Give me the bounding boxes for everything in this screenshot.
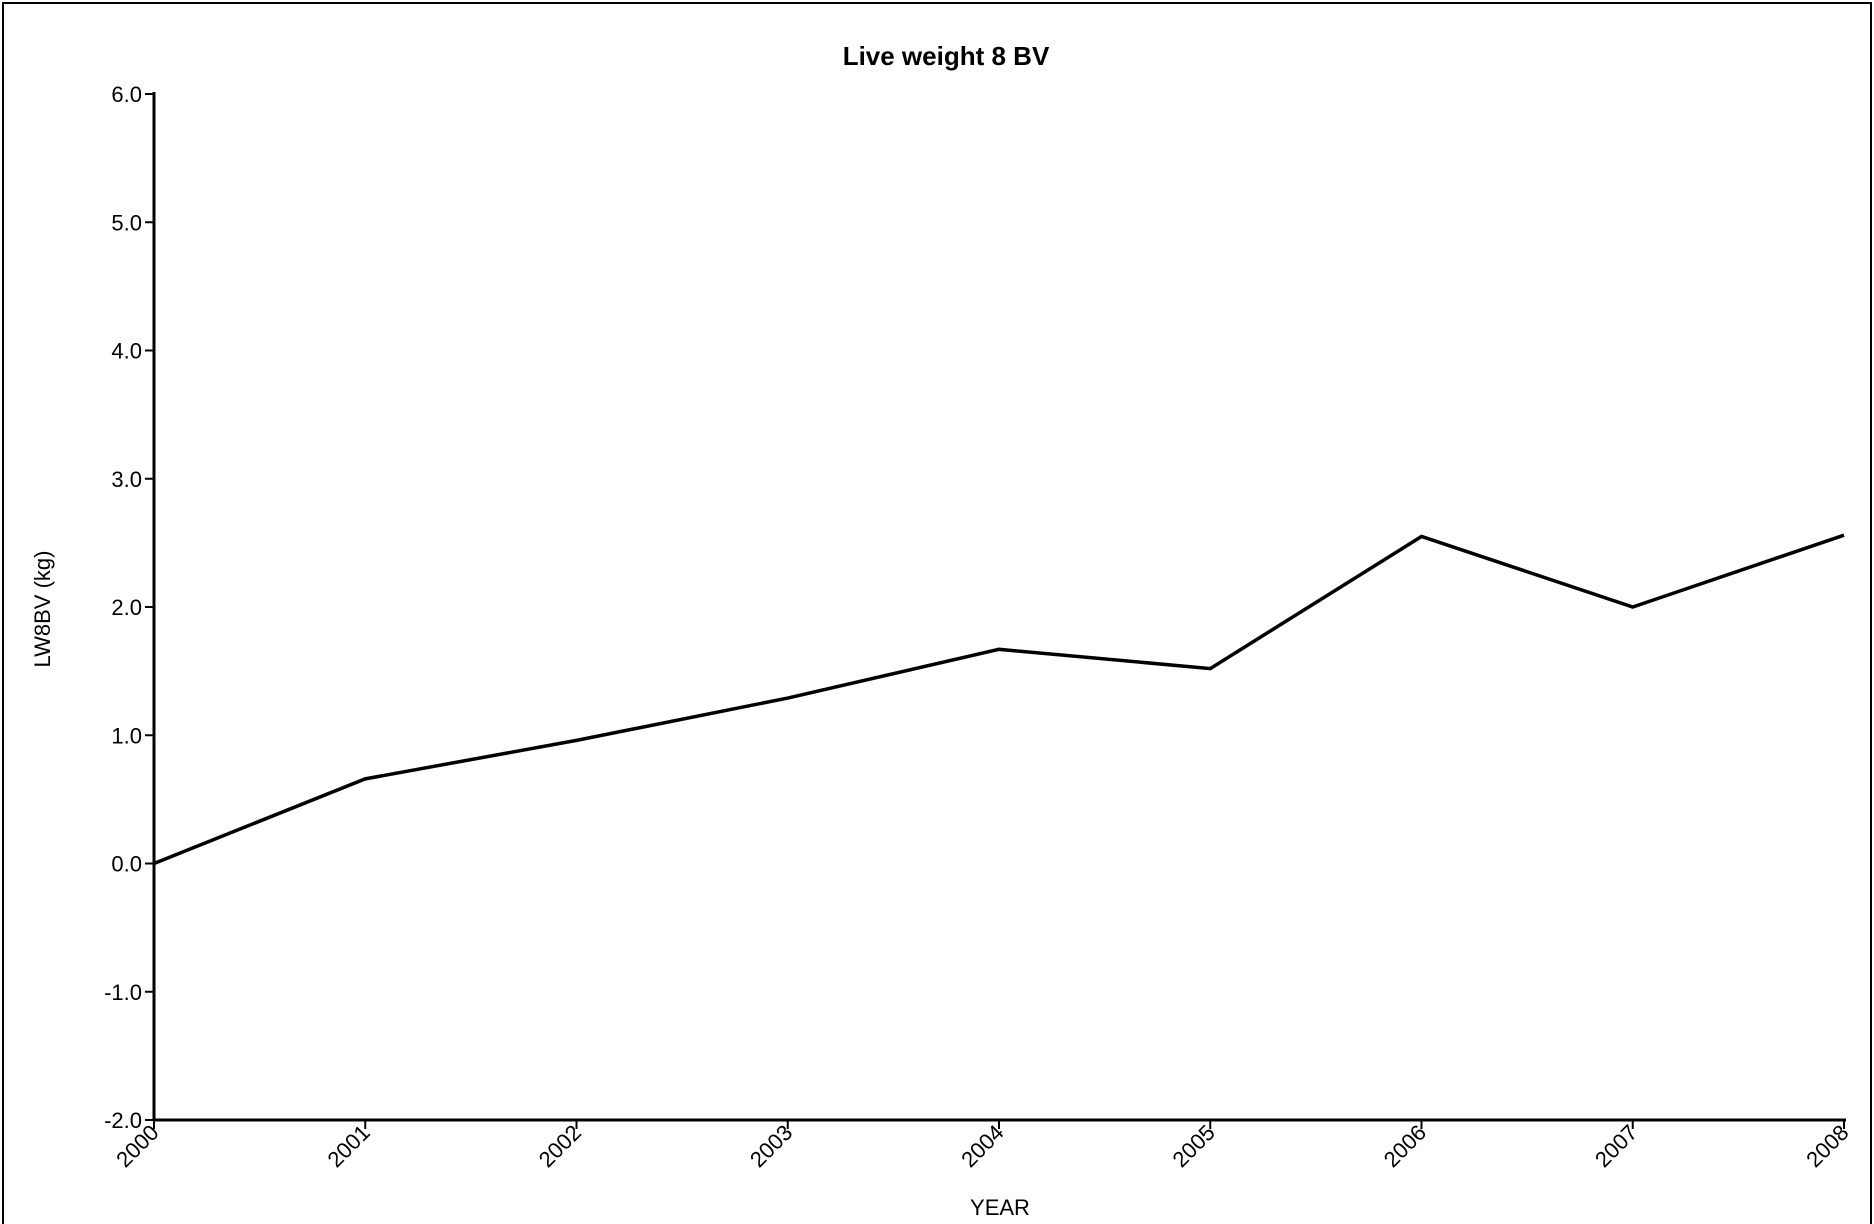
y-tick-label: 5.0 (111, 210, 142, 235)
chart-title: Live weight 8 BV (843, 41, 1050, 71)
x-axis-label: YEAR (970, 1195, 1030, 1220)
y-tick-label: 3.0 (111, 467, 142, 492)
y-tick-label: 1.0 (111, 723, 142, 748)
y-tick-label: 2.0 (111, 595, 142, 620)
x-tick-label: 2008 (1801, 1120, 1853, 1172)
y-tick-label: 6.0 (111, 82, 142, 107)
y-axis: -2.0 -1.0 0.0 1.0 2.0 3.0 4.0 5.0 6.0 (104, 82, 156, 1133)
x-tick-label: 2003 (745, 1120, 797, 1172)
x-tick-label: 2007 (1590, 1120, 1642, 1172)
x-tick-label: 2006 (1379, 1120, 1431, 1172)
y-tick-label: 0.0 (111, 852, 142, 877)
y-tick-label: -1.0 (104, 980, 142, 1005)
x-tick-label: 2005 (1167, 1120, 1219, 1172)
y-tick-label: -2.0 (104, 1108, 142, 1133)
x-tick-label: 2002 (534, 1120, 586, 1172)
series-layer (153, 533, 1845, 866)
y-tick-label: 4.0 (111, 339, 142, 364)
x-tick-label: 2001 (322, 1120, 374, 1172)
series-line (153, 533, 1845, 866)
y-axis-label: LW8BV (kg) (30, 551, 55, 668)
x-axis: 2000 2001 2002 2003 2004 2005 2006 2007 2008 (111, 1118, 1854, 1172)
x-tick-label: 2004 (956, 1120, 1008, 1172)
